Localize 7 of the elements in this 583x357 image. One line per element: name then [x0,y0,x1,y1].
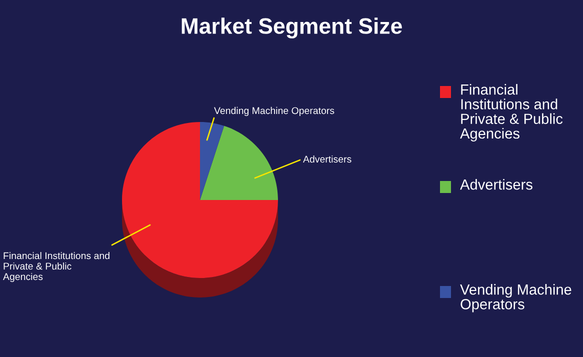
legend-label: Advertisers [460,179,532,190]
slice-label: Vending Machine Operators [214,106,334,116]
legend-label: Financial Institutions and Private & Public Agencies [460,84,563,142]
chart-title: Market Segment Size [182,18,402,38]
slice-label: Advertisers [303,155,352,163]
slice-label: Financial Institutions and Private & Public Agencies [3,252,110,282]
legend-label: Vending Machine Operators [460,284,572,312]
